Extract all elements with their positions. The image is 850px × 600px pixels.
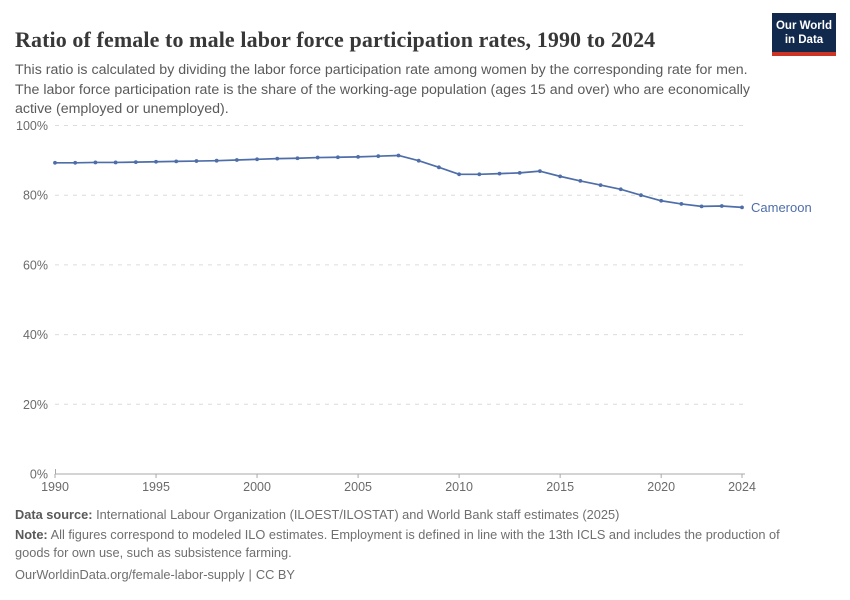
data-point [194, 159, 199, 163]
data-point [558, 174, 563, 179]
series-line [54, 154, 743, 209]
y-tick-label: 100% [16, 119, 48, 133]
x-tick-label: 1990 [41, 480, 69, 494]
x-tick-label: 2015 [546, 480, 574, 494]
attribution-separator: | [248, 566, 252, 582]
chart-footer: Data source: International Labour Organi… [15, 506, 810, 584]
data-point [275, 156, 280, 161]
data-point [315, 155, 320, 160]
note-text: All figures correspond to modeled ILO es… [15, 526, 780, 561]
data-point [113, 160, 118, 165]
attribution-line: OurWorldinData.org/female-labor-supply | C… [15, 566, 810, 585]
chart-url-link[interactable]: OurWorldinData.org/female-labor-supply [15, 566, 245, 582]
data-point [719, 204, 724, 208]
license-link[interactable]: CC BY [255, 566, 295, 582]
data-point [53, 160, 57, 165]
data-point [214, 158, 219, 163]
data-point [477, 172, 482, 177]
data-point [174, 159, 179, 164]
owid-logo-line2: in Data [784, 34, 824, 46]
chart-subtitle: This ratio is calculated by dividing the… [15, 62, 751, 118]
x-tick-label: 2024 [728, 480, 756, 494]
x-tick-label: 2010 [445, 480, 473, 494]
data-source-line: Data source: International Labour Organi… [15, 506, 810, 525]
y-tick-label: 80% [23, 189, 48, 203]
owid-logo-line1: Our World [775, 20, 832, 32]
series-end-label: Cameroon [751, 200, 812, 215]
y-tick-label: 0% [30, 468, 48, 482]
data-source-text: International Labour Organization (ILOES… [96, 507, 620, 522]
data-point [93, 160, 98, 165]
data-point [335, 155, 340, 160]
data-point [618, 187, 623, 192]
owid-logo: Our World in Data [772, 13, 836, 56]
data-point [497, 171, 502, 176]
x-tick-label: 2005 [344, 480, 372, 494]
data-point [356, 154, 360, 159]
data-point [659, 198, 664, 203]
data-point [598, 183, 603, 187]
data-point [234, 158, 239, 162]
chart-title: Ratio of female to male labor force part… [15, 26, 656, 52]
data-point [295, 156, 300, 161]
data-point [538, 169, 542, 174]
data-point [376, 154, 381, 159]
y-tick-label: 20% [23, 398, 48, 412]
data-point [740, 205, 744, 210]
x-tick-label: 2020 [647, 480, 675, 494]
data-point [457, 172, 462, 177]
data-point [437, 165, 441, 170]
note-label: Note: [15, 526, 48, 542]
y-tick-label: 40% [23, 328, 48, 342]
note-line: Note: All figures correspond to modeled … [15, 526, 810, 563]
data-point [73, 160, 78, 165]
data-point [578, 179, 583, 183]
data-source-label: Data source: [15, 507, 93, 522]
y-tick-label: 60% [23, 258, 48, 272]
data-point [699, 204, 704, 209]
data-point [416, 158, 421, 163]
data-point [133, 160, 138, 164]
data-point [517, 170, 522, 175]
x-tick-label: 2000 [243, 480, 271, 494]
data-point [396, 153, 401, 158]
data-point [255, 157, 259, 162]
data-point [154, 159, 158, 164]
x-tick-label: 1995 [142, 480, 170, 494]
data-point [679, 202, 684, 206]
data-point [639, 193, 643, 198]
